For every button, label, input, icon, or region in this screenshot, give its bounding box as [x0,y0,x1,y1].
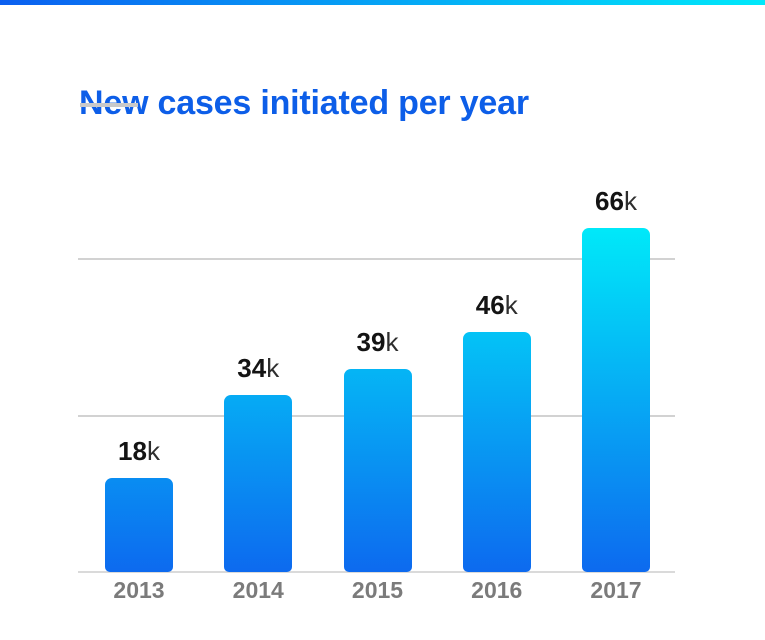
x-axis-label-2013: 2013 [113,577,165,603]
title-underline [80,103,138,107]
x-axis-line [78,571,675,573]
bar-value-label-2013: 18k [118,438,160,464]
value-number: 66 [595,186,624,216]
value-unit: k [623,186,637,216]
bar-value-label-2014: 34k [237,355,279,381]
x-axis-label-2015: 2015 [351,577,404,603]
value-number: 18 [118,436,147,467]
x-axis-label-2017: 2017 [590,577,642,603]
bar-value-label-2017: 66k [595,188,637,214]
bar-2017 [582,228,650,572]
page-title: New cases initiated per year [79,83,529,122]
top-accent-bar [0,0,765,5]
bar-chart: 18k 2013 34k 2014 39k 2015 46k 2016 66k 2017 [78,180,675,602]
value-number: 46 [475,290,505,321]
bar-2015 [343,368,412,572]
x-axis-label-2016: 2016 [471,577,523,603]
value-unit: k [266,352,280,383]
bar-value-label-2015: 39k [357,329,399,355]
bar-2016 [462,332,531,572]
gridline-60k [78,258,675,261]
x-axis-label-2014: 2014 [232,577,284,603]
value-number: 34 [237,352,267,383]
value-unit: k [385,326,399,357]
bar-2014 [224,394,293,572]
bar-value-label-2016: 46k [476,292,518,318]
value-unit: k [146,436,160,467]
value-unit: k [504,290,518,321]
value-number: 39 [356,326,386,357]
bar-2013 [105,478,173,572]
